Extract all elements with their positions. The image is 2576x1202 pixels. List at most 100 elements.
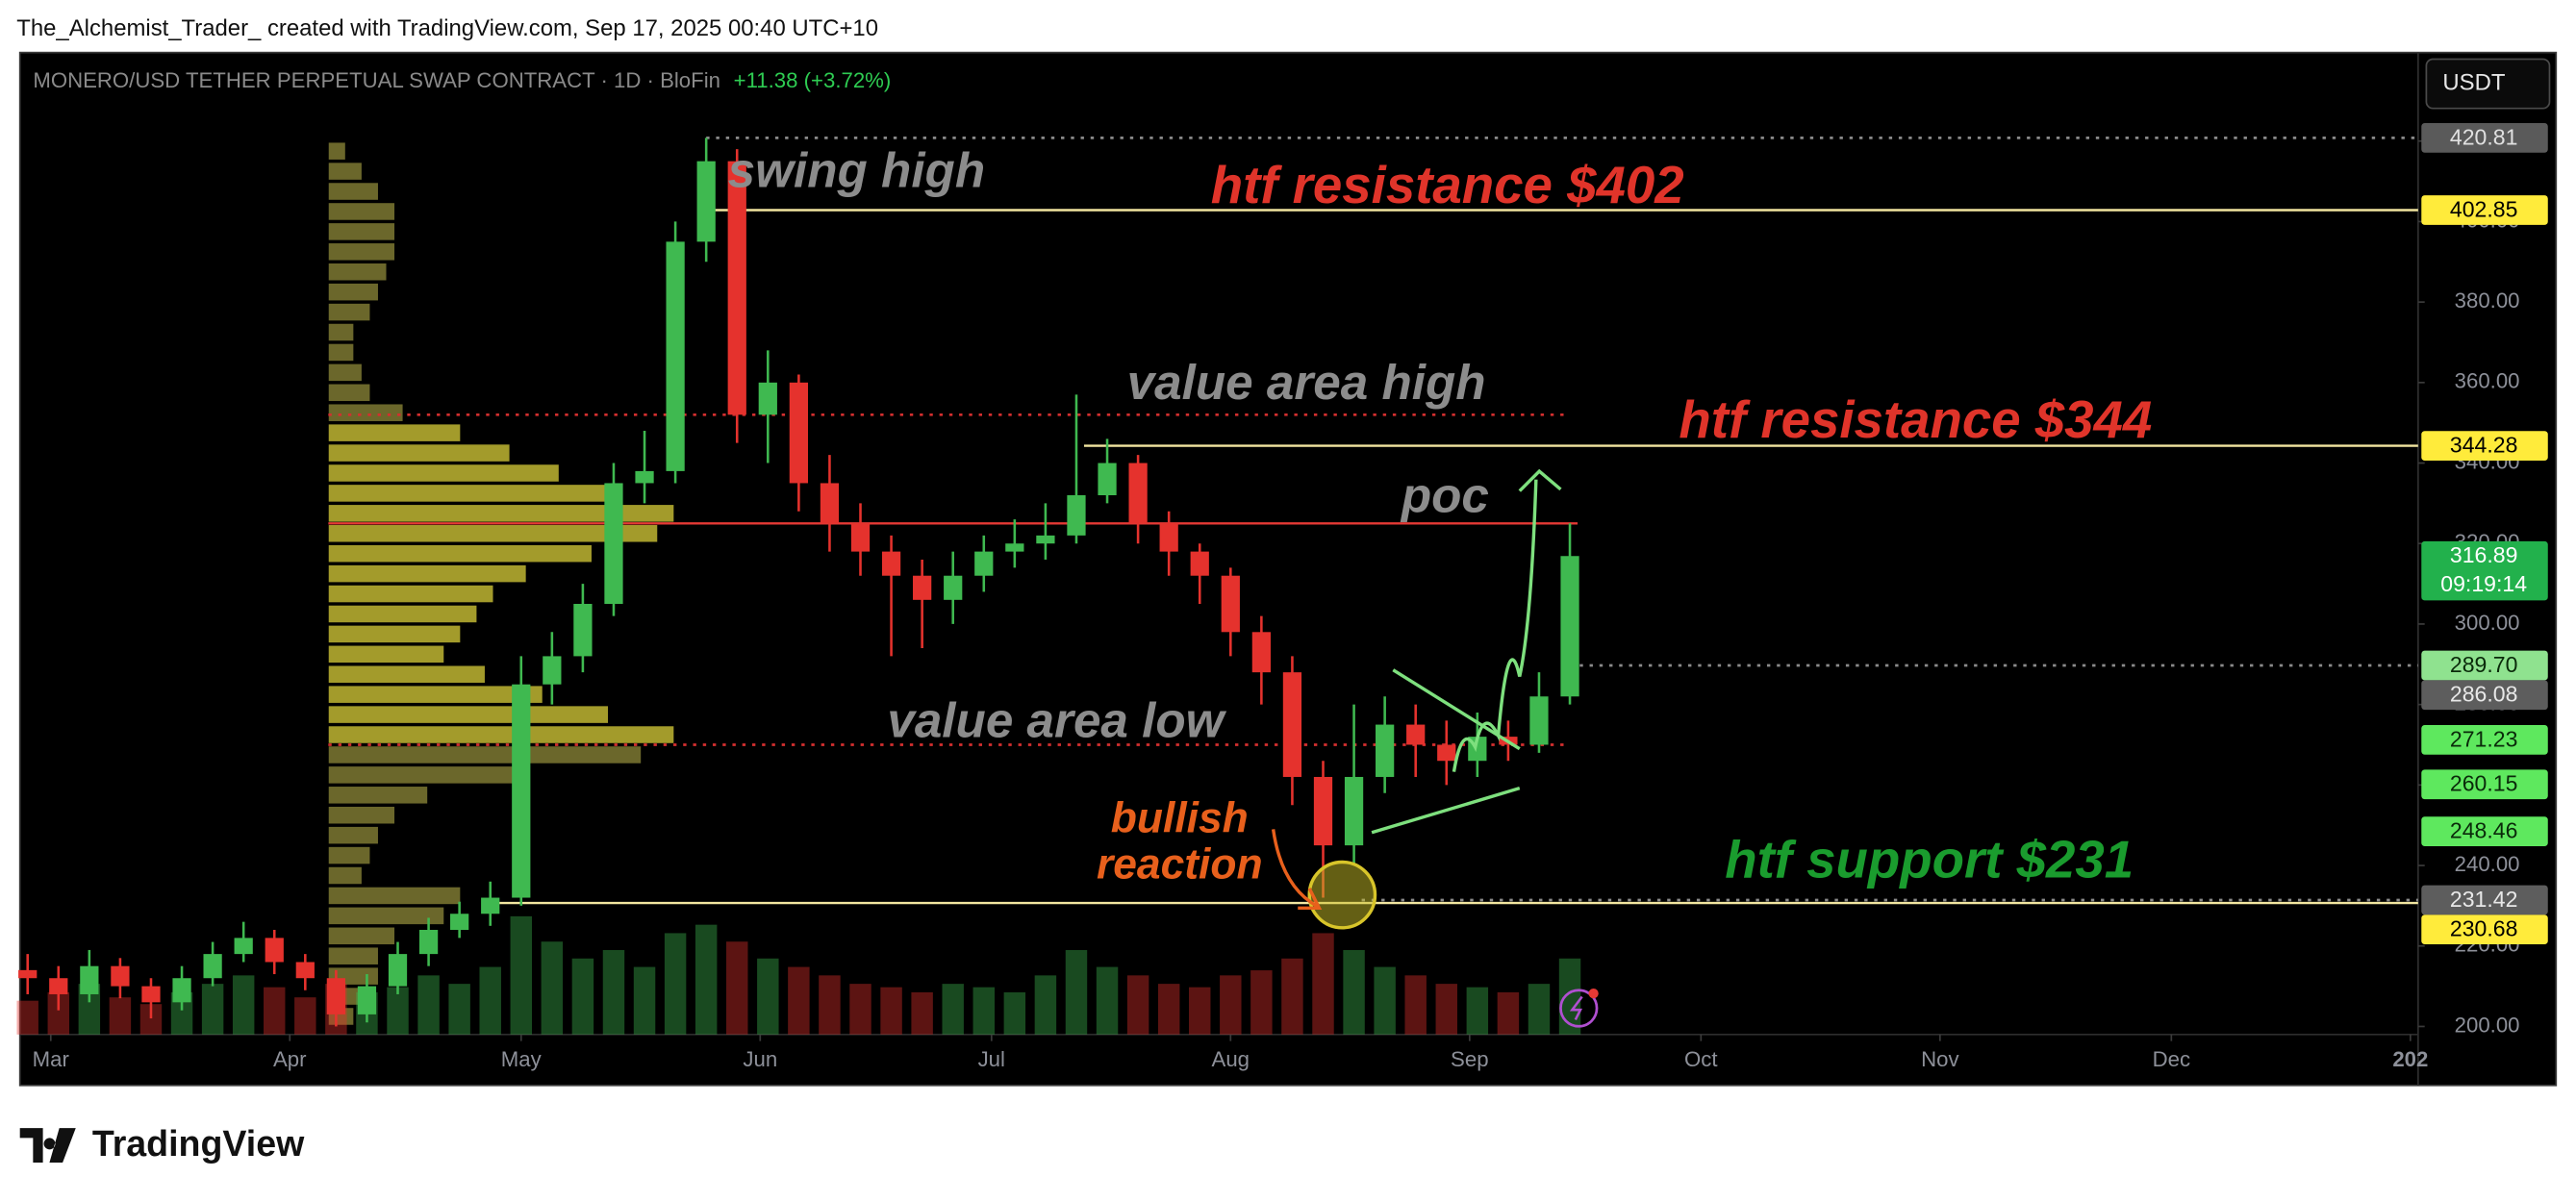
price-badge xyxy=(2421,885,2548,915)
candle-body xyxy=(850,523,871,552)
profile-bar xyxy=(328,505,674,522)
alert-dot xyxy=(1588,989,1599,999)
x-tick-label: Dec xyxy=(2153,1047,2190,1071)
candle-body xyxy=(512,684,531,898)
currency: USDT xyxy=(2442,69,2505,95)
candle-body xyxy=(1251,632,1271,673)
annotation: swing high xyxy=(728,143,985,198)
candle-body xyxy=(326,978,345,1014)
volume-bar xyxy=(1374,966,1396,1035)
x-tick-label: 202 xyxy=(2392,1047,2428,1071)
price-badge xyxy=(2421,122,2548,153)
price-label: 260.15 xyxy=(2450,771,2518,796)
profile-bar xyxy=(328,444,510,462)
candle-body xyxy=(111,965,130,987)
volume-bar xyxy=(170,991,193,1035)
x-tick-label: Nov xyxy=(1921,1047,1959,1071)
candle-body xyxy=(1344,776,1364,846)
volume-bar xyxy=(1189,987,1211,1035)
candle-body xyxy=(1221,575,1240,633)
y-tick-label: 360.00 xyxy=(2455,369,2520,393)
candle-body xyxy=(418,930,439,955)
profile-bar xyxy=(328,846,370,864)
profile-bar xyxy=(328,183,378,200)
profile-bar xyxy=(328,303,370,321)
profile-bar xyxy=(328,927,395,945)
volume-bar xyxy=(1220,975,1242,1035)
logo-mark xyxy=(19,1128,76,1164)
currency-button[interactable] xyxy=(2425,58,2551,110)
profile-bar xyxy=(328,887,461,905)
x-tick-label: Mar xyxy=(33,1047,70,1071)
candle-body xyxy=(1128,463,1148,524)
candle-body xyxy=(881,551,901,576)
candle-body xyxy=(573,604,593,657)
annotation: reaction xyxy=(1097,840,1263,888)
y-tick-label: 380.00 xyxy=(2455,288,2520,313)
credit: The_Alchemist_Trader_ created with Tradi… xyxy=(16,15,878,41)
volume-bar xyxy=(849,984,871,1035)
volume-bar xyxy=(1096,966,1119,1035)
volume-bar xyxy=(16,1000,38,1035)
profile-bar xyxy=(328,525,658,542)
price-badge xyxy=(2421,816,2548,847)
profile-bar xyxy=(328,223,395,240)
volume-bar xyxy=(911,991,933,1035)
profile-bar xyxy=(328,424,461,441)
price-label: 248.46 xyxy=(2450,818,2518,843)
profile-bar xyxy=(328,766,526,784)
price-badge xyxy=(2421,650,2548,681)
x-tick-label: May xyxy=(501,1047,543,1071)
y-tick-label: 300.00 xyxy=(2455,611,2520,635)
volume-bar xyxy=(602,949,625,1035)
candle-body xyxy=(1437,744,1456,762)
price-label: 316.89 xyxy=(2450,542,2518,567)
candle-body xyxy=(604,483,623,605)
profile-bar xyxy=(328,686,543,703)
annotation: bullish xyxy=(1111,795,1249,842)
profile-bar xyxy=(328,404,403,421)
candle-body xyxy=(1005,543,1024,552)
profile-bar xyxy=(328,947,378,964)
y-tick-label: 200.00 xyxy=(2455,1013,2520,1037)
profile-bar xyxy=(328,263,387,281)
price-badge xyxy=(2421,769,2548,800)
triangle-line xyxy=(1371,787,1521,835)
annotation: value area low xyxy=(887,693,1226,748)
volume-bar xyxy=(726,941,748,1035)
candle-body xyxy=(1406,724,1426,745)
y-tick-label: 240.00 xyxy=(2455,852,2520,876)
candle-body xyxy=(1313,776,1333,846)
volume-bar xyxy=(788,966,810,1035)
candle-body xyxy=(141,986,161,1003)
price-label: 286.08 xyxy=(2450,682,2518,707)
candle-body xyxy=(1036,535,1055,544)
candle-body xyxy=(696,161,716,242)
profile-bar xyxy=(328,243,395,261)
candle-body xyxy=(974,551,994,576)
volume-bar xyxy=(232,975,255,1035)
volume-bar xyxy=(541,941,564,1035)
x-tick-label: Jun xyxy=(743,1047,777,1071)
x-tick-label: Aug xyxy=(1212,1047,1250,1071)
volume-bar xyxy=(1250,970,1273,1035)
volume-bar xyxy=(417,975,440,1035)
volume-bar xyxy=(109,997,132,1035)
profile-bar xyxy=(328,605,477,623)
candle-body xyxy=(357,986,377,1014)
profile-bar xyxy=(328,866,362,885)
candle-body xyxy=(203,954,222,979)
volume-bar xyxy=(695,924,718,1035)
candle-body xyxy=(1529,696,1549,745)
alert-icon[interactable] xyxy=(1559,989,1599,1028)
candle-body xyxy=(1190,551,1209,576)
profile-bar xyxy=(328,283,378,301)
profile-bar xyxy=(328,485,609,502)
price-label: 420.81 xyxy=(2450,124,2518,149)
volume-bar xyxy=(1126,975,1149,1035)
candle-body xyxy=(49,978,68,994)
profile-bar xyxy=(328,142,345,160)
arrow-head xyxy=(1518,468,1562,492)
annotation: htf resistance $344 xyxy=(1679,390,2152,449)
